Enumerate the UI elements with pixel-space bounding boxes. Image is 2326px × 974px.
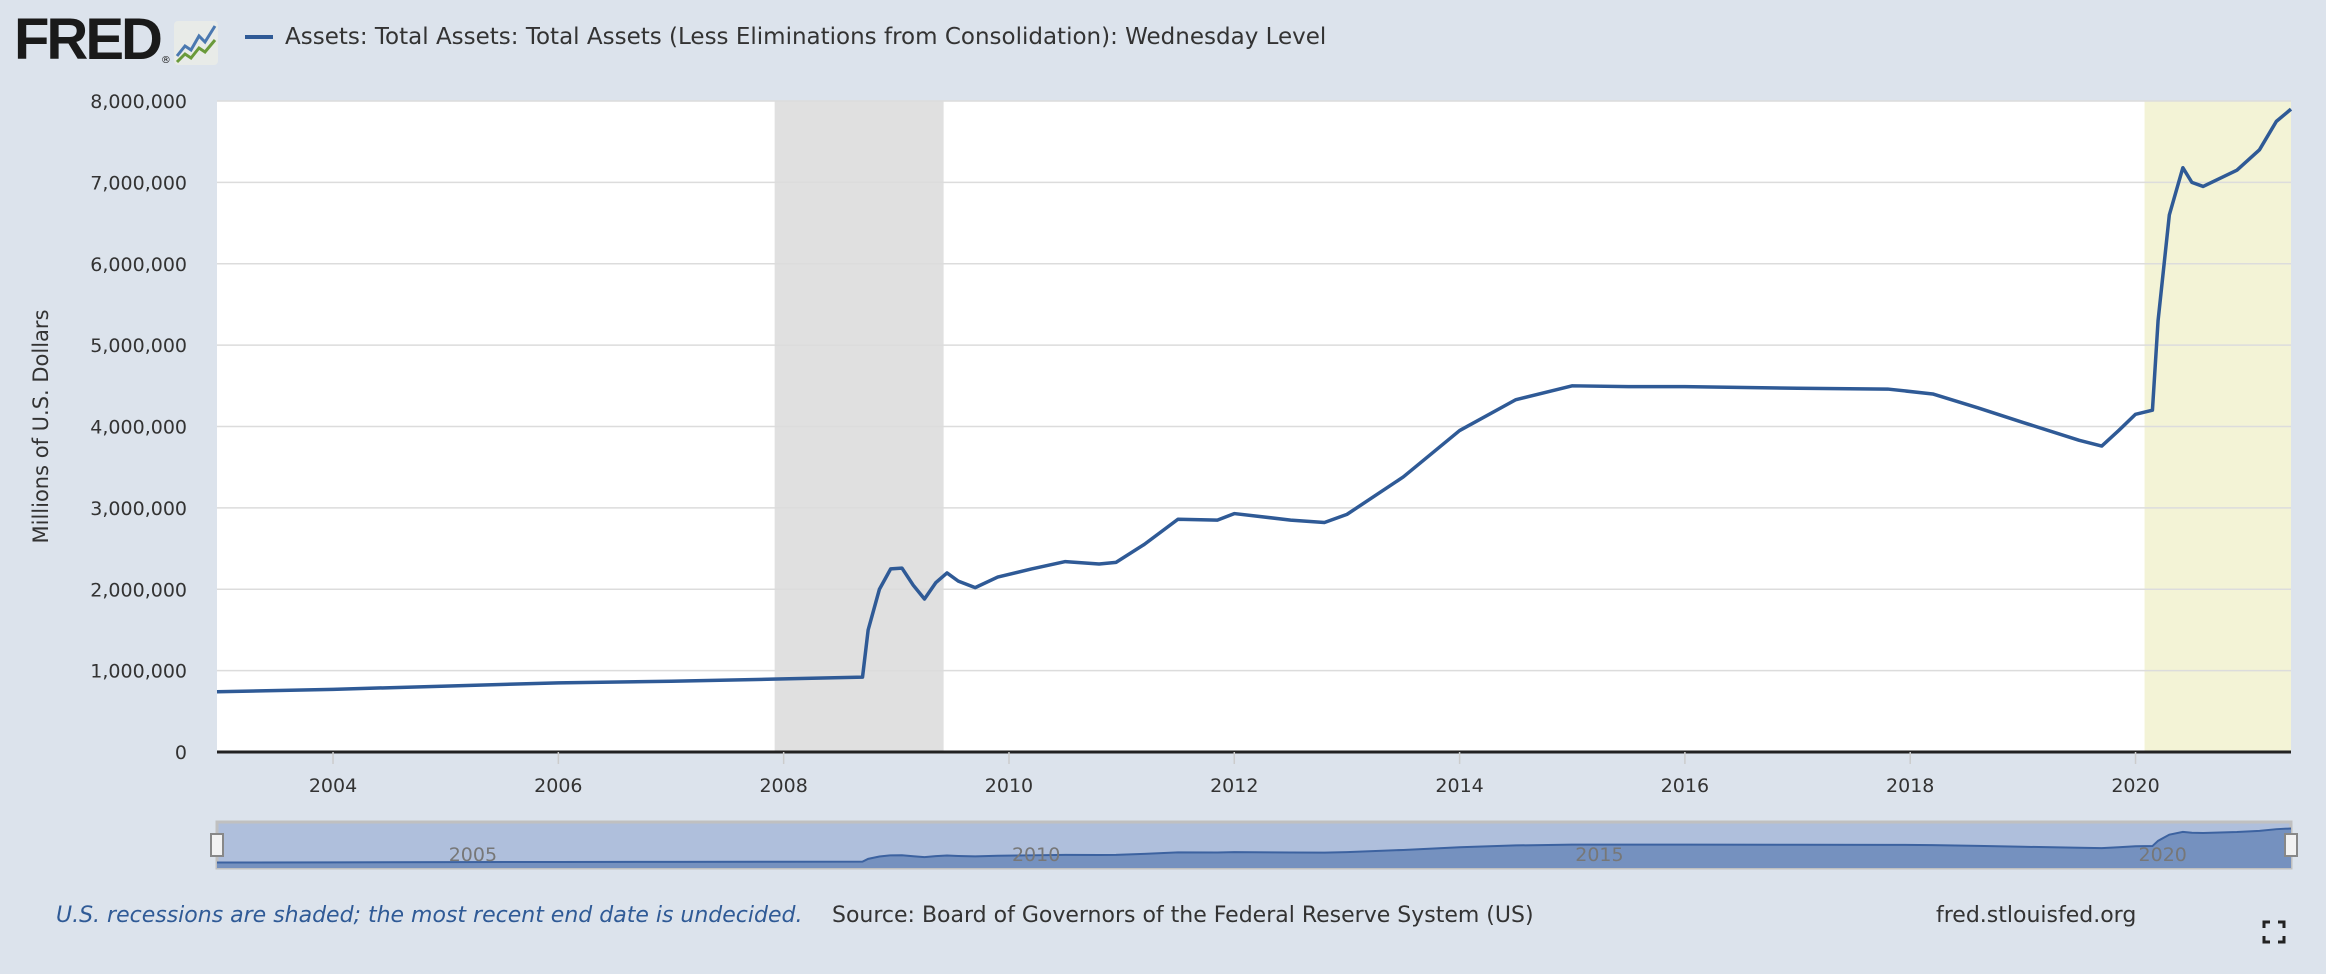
logo-text: FRED (14, 7, 163, 72)
y-tick-label: 7,000,000 (90, 172, 187, 194)
y-tick-label: 1,000,000 (90, 661, 187, 683)
navigator-label: 2015 (1575, 844, 1623, 866)
x-tick-label: 2018 (1886, 775, 1934, 797)
x-tick-label: 2010 (985, 775, 1033, 797)
chart-line-icon (173, 21, 218, 65)
x-tick-label: 2014 (1435, 775, 1483, 797)
y-tick-label: 4,000,000 (90, 417, 187, 439)
navigator-label: 2010 (1012, 844, 1060, 866)
x-tick-label: 2006 (534, 775, 582, 797)
legend-label: Assets: Total Assets: Total Assets (Less… (285, 24, 1327, 50)
y-tick-label: 3,000,000 (90, 498, 187, 520)
registered-mark: ® (160, 55, 171, 66)
navigator-area (217, 828, 2291, 868)
x-tick-label: 2004 (309, 775, 357, 797)
navigator-label: 2020 (2139, 844, 2187, 866)
source-text: Source: Board of Governors of the Federa… (832, 903, 1534, 928)
x-tick-label: 2016 (1661, 775, 1709, 797)
series-legend[interactable]: Assets: Total Assets: Total Assets (Less… (245, 24, 1326, 50)
navigator-label: 2005 (449, 844, 497, 866)
y-tick-label: 8,000,000 (90, 91, 187, 113)
navigator-line (216, 827, 2292, 864)
navigator-handle-right[interactable] (2284, 833, 2298, 857)
recession-note: U.S. recessions are shaded; the most rec… (56, 903, 803, 928)
y-tick-label: 5,000,000 (90, 335, 187, 357)
fred-logo[interactable]: FRED ® (14, 7, 219, 72)
series-line (216, 107, 2293, 694)
x-tick-label: 2008 (759, 775, 807, 797)
legend-swatch (245, 35, 273, 39)
x-tick-label: 2020 (2111, 775, 2159, 797)
y-tick-label: 6,000,000 (90, 254, 187, 276)
y-tick-label: 2,000,000 (90, 579, 187, 601)
navigator-handle-left[interactable] (210, 833, 224, 857)
y-axis-label: Millions of U.S. Dollars (29, 309, 53, 543)
fullscreen-icon[interactable] (2262, 920, 2286, 944)
x-tick-label: 2012 (1210, 775, 1258, 797)
y-tick-label: 0 (175, 742, 187, 764)
site-link[interactable]: fred.stlouisfed.org (1936, 903, 2137, 928)
navigator[interactable]: 2005 2010 2015 2020 (210, 820, 2298, 870)
